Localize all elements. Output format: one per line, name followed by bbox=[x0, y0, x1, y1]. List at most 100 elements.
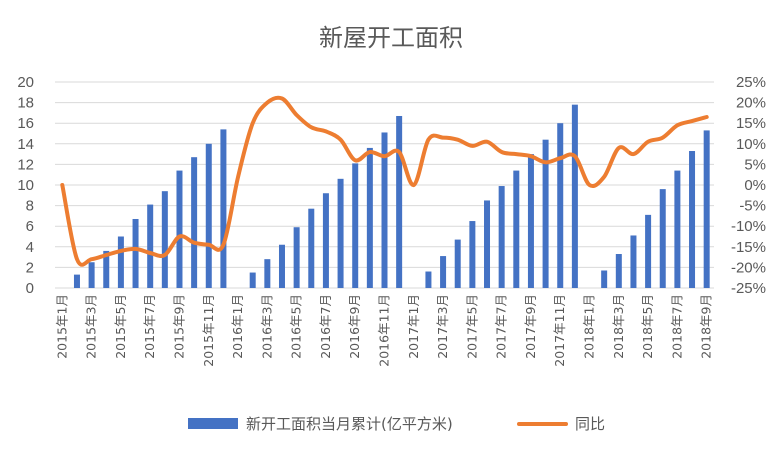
left-tick-label: 20 bbox=[17, 74, 34, 91]
bar bbox=[557, 123, 564, 288]
bar bbox=[645, 214, 652, 288]
line-point bbox=[76, 259, 77, 260]
left-tick-label: 4 bbox=[26, 239, 34, 256]
left-tick-label: 12 bbox=[17, 156, 34, 173]
line-point bbox=[267, 102, 268, 103]
line-point bbox=[384, 156, 385, 157]
line-point bbox=[164, 255, 165, 256]
bar bbox=[293, 227, 300, 288]
x-tick-label: 2017年1月 bbox=[406, 294, 421, 359]
right-tick-label: 10% bbox=[736, 136, 766, 153]
bar bbox=[205, 143, 212, 288]
right-tick-label: -5% bbox=[739, 198, 766, 215]
bar bbox=[278, 244, 285, 288]
left-tick-label: 6 bbox=[26, 218, 34, 235]
bar bbox=[440, 256, 447, 288]
line-point bbox=[325, 131, 326, 132]
legend-label-bar: 新开工面积当月累计(亿平方米) bbox=[246, 415, 453, 433]
legend-label-line: 同比 bbox=[575, 415, 605, 433]
bar bbox=[484, 200, 491, 288]
line-point bbox=[399, 152, 400, 153]
bar bbox=[352, 163, 359, 288]
line-point bbox=[194, 242, 195, 243]
line-point bbox=[516, 154, 517, 155]
line-point bbox=[501, 152, 502, 153]
line-point bbox=[560, 158, 561, 159]
x-axis: 2015年1月 2015年3月 2015年5月 2015年7月 2015年9月 2015年… bbox=[54, 294, 713, 367]
line-point bbox=[62, 185, 63, 186]
line-point bbox=[340, 139, 341, 140]
line-point bbox=[443, 137, 444, 138]
bar bbox=[103, 250, 110, 288]
line-point bbox=[120, 250, 121, 251]
chart-title: 新屋开工面积 bbox=[319, 24, 463, 52]
bar bbox=[527, 154, 534, 288]
right-tick-label: -20% bbox=[731, 259, 766, 276]
line-point bbox=[589, 185, 590, 186]
left-axis: 0 2 4 6 8 10 12 14 16 18 20 bbox=[17, 74, 34, 297]
bar bbox=[249, 272, 256, 288]
bar bbox=[396, 115, 403, 289]
right-tick-label: 25% bbox=[736, 74, 766, 91]
line-point bbox=[692, 121, 693, 122]
right-tick-label: 20% bbox=[736, 95, 766, 112]
bar bbox=[630, 235, 637, 288]
left-tick-label: 8 bbox=[26, 198, 34, 215]
x-tick-label: 2017年3月 bbox=[435, 294, 450, 359]
bar bbox=[615, 254, 622, 288]
x-tick-label: 2018年7月 bbox=[669, 294, 684, 359]
bar bbox=[73, 274, 80, 288]
left-tick-label: 10 bbox=[17, 177, 34, 194]
bar bbox=[117, 236, 124, 288]
bar bbox=[88, 262, 95, 288]
bar bbox=[322, 193, 329, 288]
x-tick-label: 2015年9月 bbox=[171, 294, 186, 359]
legend-swatch-bar bbox=[188, 418, 238, 429]
x-tick-label: 2018年3月 bbox=[611, 294, 626, 359]
left-tick-label: 14 bbox=[17, 136, 34, 153]
line-point bbox=[545, 162, 546, 163]
right-tick-label: 15% bbox=[736, 115, 766, 132]
x-tick-label: 2016年1月 bbox=[230, 294, 245, 359]
x-tick-label: 2017年9月 bbox=[523, 294, 538, 359]
right-tick-label: 0% bbox=[744, 177, 766, 194]
bar bbox=[337, 178, 344, 288]
x-tick-label: 2016年3月 bbox=[259, 294, 274, 359]
left-tick-label: 0 bbox=[26, 280, 34, 297]
line-point bbox=[530, 156, 531, 157]
legend: 新开工面积当月累计(亿平方米) 同比 bbox=[188, 415, 605, 433]
x-tick-label: 2016年7月 bbox=[318, 294, 333, 359]
x-tick-label: 2018年1月 bbox=[582, 294, 597, 359]
bar bbox=[498, 186, 505, 288]
line-point bbox=[677, 125, 678, 126]
bar bbox=[674, 170, 681, 288]
x-tick-label: 2016年11月 bbox=[377, 294, 392, 367]
line-point bbox=[604, 176, 605, 177]
right-tick-label: -10% bbox=[731, 218, 766, 235]
right-axis: -25% -20% -15% -10% -5% 0% 5% 10% 15% 20% 25% bbox=[731, 74, 766, 297]
x-tick-label: 2015年11月 bbox=[201, 294, 216, 367]
line-point bbox=[311, 127, 312, 128]
line-point bbox=[252, 123, 253, 124]
x-tick-label: 2018年9月 bbox=[699, 294, 714, 359]
line-point bbox=[179, 236, 180, 237]
line-point bbox=[618, 147, 619, 148]
bar bbox=[220, 129, 227, 288]
bar bbox=[454, 239, 461, 288]
x-tick-label: 2015年1月 bbox=[54, 294, 69, 359]
bar bbox=[659, 189, 666, 288]
line-point bbox=[106, 255, 107, 256]
line-point bbox=[355, 160, 356, 161]
line-point bbox=[281, 98, 282, 99]
line-point bbox=[238, 176, 239, 177]
line-point bbox=[208, 244, 209, 245]
x-tick-label: 2015年7月 bbox=[142, 294, 157, 359]
bar bbox=[161, 191, 168, 288]
line-point bbox=[135, 248, 136, 249]
line-point bbox=[428, 139, 429, 140]
bar bbox=[571, 104, 578, 288]
bar bbox=[366, 147, 373, 288]
x-tick-label: 2016年5月 bbox=[289, 294, 304, 359]
line-point bbox=[413, 185, 414, 186]
